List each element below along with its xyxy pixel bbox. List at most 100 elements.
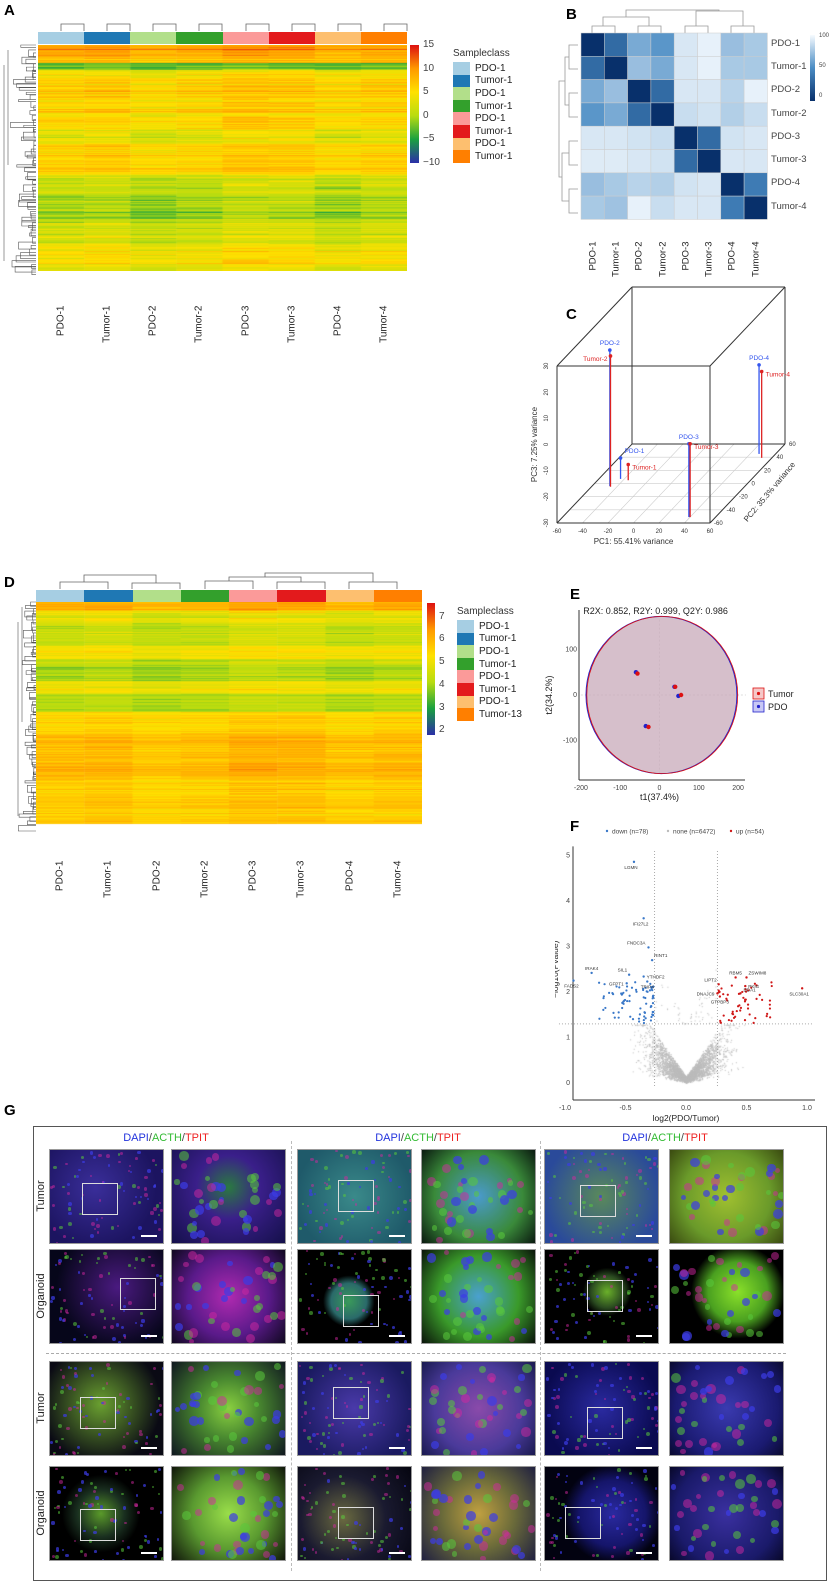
cell-nucleus xyxy=(335,1307,340,1311)
cell-nucleus xyxy=(122,1506,127,1511)
cell-nucleus xyxy=(150,1211,154,1215)
cell-nucleus xyxy=(382,1161,385,1165)
cell-nucleus xyxy=(311,1406,315,1410)
cell-nucleus xyxy=(735,1504,744,1512)
cell-nucleus xyxy=(482,1529,488,1536)
cell-nucleus xyxy=(341,1182,344,1186)
cell-nucleus xyxy=(134,1322,138,1325)
cell-nucleus xyxy=(387,1153,392,1158)
cell-nucleus xyxy=(326,1209,329,1212)
gene-label: IRAK4 xyxy=(585,966,599,971)
cell-nucleus xyxy=(328,1364,333,1369)
point-up xyxy=(743,1000,747,1003)
cell-nucleus xyxy=(634,1528,638,1532)
cell-nucleus xyxy=(630,1417,634,1422)
cell-nucleus xyxy=(572,1162,576,1166)
cell-nucleus xyxy=(651,1304,654,1307)
cell-nucleus xyxy=(373,1201,377,1206)
z-tick-label: 0 xyxy=(544,442,550,446)
cell-nucleus xyxy=(64,1309,69,1313)
point-down xyxy=(644,986,647,989)
cell-nucleus xyxy=(750,1495,758,1503)
legend-label: PDO-1 xyxy=(475,62,506,74)
cell-nucleus xyxy=(354,1203,358,1206)
cell-nucleus xyxy=(549,1196,552,1200)
cell-nucleus xyxy=(67,1207,71,1211)
legend-title: Sampleclass xyxy=(457,606,514,617)
cell-nucleus xyxy=(118,1392,122,1396)
cell-nucleus xyxy=(251,1186,258,1194)
cell-nucleus xyxy=(358,1185,361,1188)
cell-nucleus xyxy=(152,1293,156,1297)
cell-nucleus xyxy=(306,1513,310,1517)
y-tick-label: 2 xyxy=(566,989,570,996)
point-ifi27l2 xyxy=(642,917,645,920)
legend-dot xyxy=(666,829,670,833)
cell-nucleus xyxy=(346,1218,349,1222)
cell-nucleus xyxy=(248,1548,255,1555)
cell-nucleus xyxy=(323,1452,326,1455)
legend-label: PDO-1 xyxy=(475,138,506,150)
cell-nucleus xyxy=(553,1388,556,1392)
cell-nucleus xyxy=(487,1197,494,1203)
cell-nucleus xyxy=(657,1419,658,1422)
cell-nucleus xyxy=(364,1278,369,1283)
cell-nucleus xyxy=(254,1295,261,1301)
cell-nucleus xyxy=(159,1511,163,1514)
cell-nucleus xyxy=(519,1408,528,1417)
cell-nucleus xyxy=(610,1179,614,1182)
cell-nucleus xyxy=(642,1523,647,1528)
panel-a-dendrograms xyxy=(3,23,408,275)
cell-nucleus xyxy=(72,1387,77,1392)
point-up xyxy=(770,981,773,984)
cell-tumor-2-pdo-3 xyxy=(673,102,698,127)
cell-nucleus xyxy=(560,1377,564,1382)
cell-nucleus xyxy=(145,1442,148,1445)
cell-nucleus xyxy=(649,1308,652,1311)
micrograph-overview xyxy=(544,1466,659,1561)
point-down xyxy=(651,1013,654,1017)
cell-nucleus xyxy=(459,1289,469,1299)
scale-bar xyxy=(141,1447,157,1449)
cell-nucleus xyxy=(460,1191,469,1201)
cell-nucleus xyxy=(565,1474,568,1477)
cell-nucleus xyxy=(549,1240,554,1243)
cell-nucleus xyxy=(308,1421,312,1425)
cell-nucleus xyxy=(337,1252,341,1256)
cell-nucleus xyxy=(643,1392,647,1396)
cell-nucleus xyxy=(389,1495,392,1498)
cell-nucleus xyxy=(675,1439,683,1447)
cell-nucleus xyxy=(64,1506,67,1509)
x-tick-label: -100 xyxy=(613,785,627,792)
cell-nucleus xyxy=(728,1162,734,1168)
cell-nucleus xyxy=(479,1448,488,1455)
panel-label-d: D xyxy=(4,574,15,591)
cell-nucleus xyxy=(139,1433,143,1437)
legend-swatch xyxy=(457,695,474,709)
cell-nucleus xyxy=(228,1432,237,1441)
cell-nucleus xyxy=(654,1391,658,1396)
cell-nucleus xyxy=(550,1396,554,1400)
row-label: Tumor xyxy=(35,1391,47,1424)
point-up xyxy=(769,1016,772,1019)
cell-nucleus xyxy=(300,1415,304,1419)
cell-nucleus xyxy=(158,1412,163,1417)
cell-nucleus xyxy=(615,1526,619,1530)
cell-nucleus xyxy=(149,1506,154,1511)
cell-nucleus xyxy=(59,1306,64,1311)
cell-nucleus xyxy=(309,1282,313,1286)
cell-nucleus xyxy=(694,1364,701,1370)
cell-nucleus xyxy=(324,1223,329,1227)
cell-nucleus xyxy=(89,1367,93,1370)
cell-nucleus xyxy=(694,1285,702,1293)
cell-nucleus xyxy=(67,1201,72,1206)
cell-nucleus xyxy=(334,1536,338,1540)
vertical-divider xyxy=(291,1141,292,1571)
cell-nucleus xyxy=(638,1204,642,1207)
cell-nucleus xyxy=(561,1502,565,1507)
cell-nucleus xyxy=(83,1288,86,1291)
cell-nucleus xyxy=(498,1232,505,1239)
cell-nucleus xyxy=(755,1223,762,1230)
cell-nucleus xyxy=(563,1150,568,1154)
colorbar-a xyxy=(410,45,419,163)
